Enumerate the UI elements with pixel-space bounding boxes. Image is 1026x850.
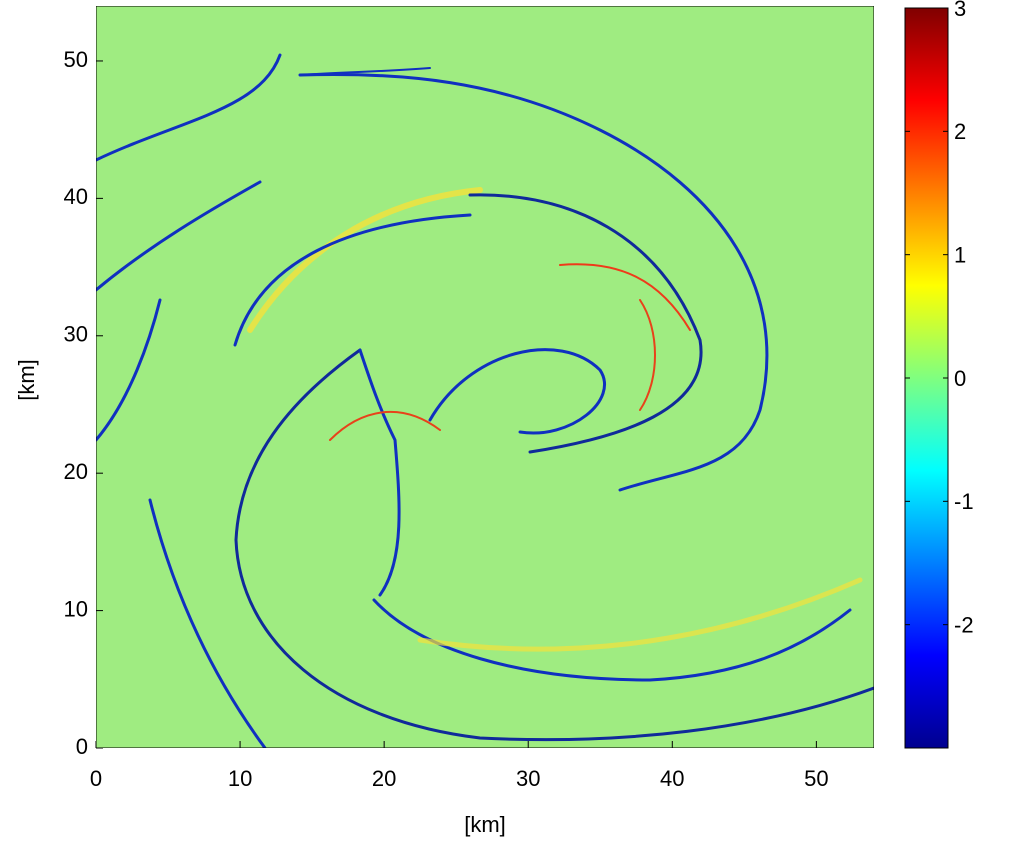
colorbar-tick-label: -2	[954, 612, 974, 637]
colorbar-tick-label: 1	[954, 242, 966, 267]
x-tick-label: 0	[90, 766, 102, 791]
x-tick-label: 30	[516, 766, 540, 791]
field-background	[96, 6, 874, 748]
y-tick-label: 30	[64, 322, 88, 347]
colorbar-tick-label: 2	[954, 119, 966, 144]
field-features	[96, 53, 874, 748]
y-tick-label: 10	[64, 596, 88, 621]
colorbar	[904, 7, 949, 749]
x-tick-label: 40	[660, 766, 684, 791]
colorbar-tick-label: -1	[954, 489, 974, 514]
x-tick-label: 20	[372, 766, 396, 791]
colorbar-tick-label: 3	[954, 0, 966, 21]
x-axis-label: [km]	[464, 812, 506, 837]
x-tick-label: 10	[228, 766, 252, 791]
x-tick-label: 50	[804, 766, 828, 791]
y-axis-label: [km]	[14, 359, 39, 401]
y-tick-label: 20	[64, 459, 88, 484]
y-tick-label: 0	[76, 734, 88, 759]
y-tick-label: 50	[64, 47, 88, 72]
colorbar-tick-label: 0	[954, 366, 966, 391]
field-image	[96, 6, 874, 748]
y-tick-label: 40	[64, 184, 88, 209]
field-tint	[96, 6, 874, 748]
